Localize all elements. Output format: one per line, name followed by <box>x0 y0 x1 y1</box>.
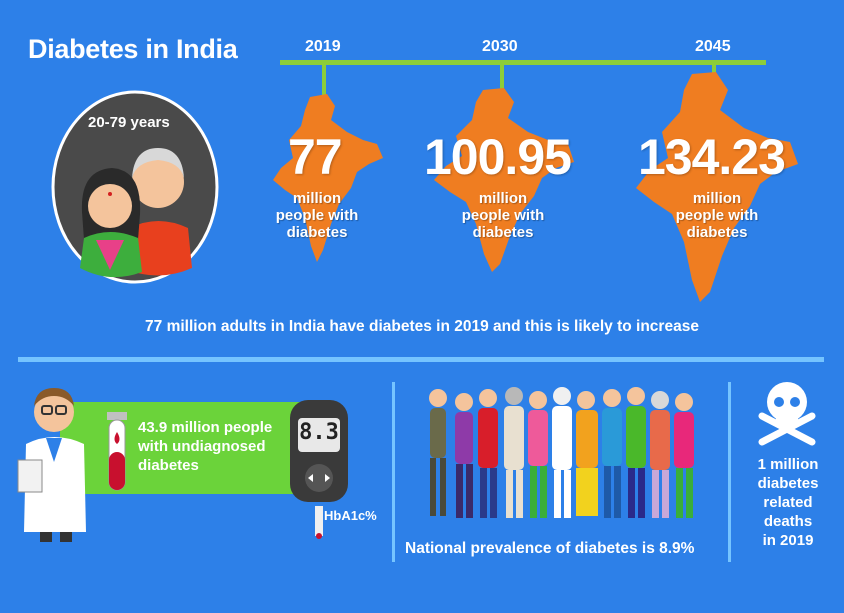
prevalence-text: National prevalence of diabetes is 8.9% <box>405 540 695 557</box>
india-map-icon <box>273 94 383 262</box>
unit-2045: million people with diabetes <box>675 190 759 241</box>
year-2045: 2045 <box>695 38 731 55</box>
vertical-divider <box>392 382 395 562</box>
value-2019: 77 <box>288 129 343 185</box>
hba1c-label: HbA1c% <box>324 508 377 523</box>
blood-tube-icon <box>107 412 127 491</box>
value-2030: 100.95 <box>424 129 572 185</box>
test-strip-icon <box>315 506 323 539</box>
unit-2019: million people with diabetes <box>275 190 359 241</box>
doctor-icon <box>17 388 86 542</box>
age-group-label: 20-79 years <box>88 114 170 131</box>
timeline-bar <box>280 60 766 65</box>
section-divider <box>18 357 824 362</box>
deaths-text: 1 million diabetes related deaths in 201… <box>757 456 819 549</box>
unit-2030: million people with diabetes <box>461 190 545 241</box>
glucose-meter-icon <box>290 400 348 502</box>
crowd-people-icon <box>429 387 694 518</box>
summary-text: 77 million adults in India have diabetes… <box>145 318 699 335</box>
india-map-icon <box>636 72 798 302</box>
india-map-icon <box>434 88 574 272</box>
meter-reading: 8.3 <box>299 420 339 445</box>
undiagnosed-panel <box>60 402 310 494</box>
value-2045: 134.23 <box>638 129 786 185</box>
year-2030: 2030 <box>482 38 518 55</box>
skull-crossbones-icon <box>758 382 816 446</box>
page-title: Diabetes in India <box>28 34 238 64</box>
year-2019: 2019 <box>305 38 341 55</box>
undiagnosed-text: 43.9 million people with undiagnosed dia… <box>138 419 273 474</box>
people-avatar-icon <box>51 90 219 284</box>
vertical-divider <box>728 382 731 562</box>
